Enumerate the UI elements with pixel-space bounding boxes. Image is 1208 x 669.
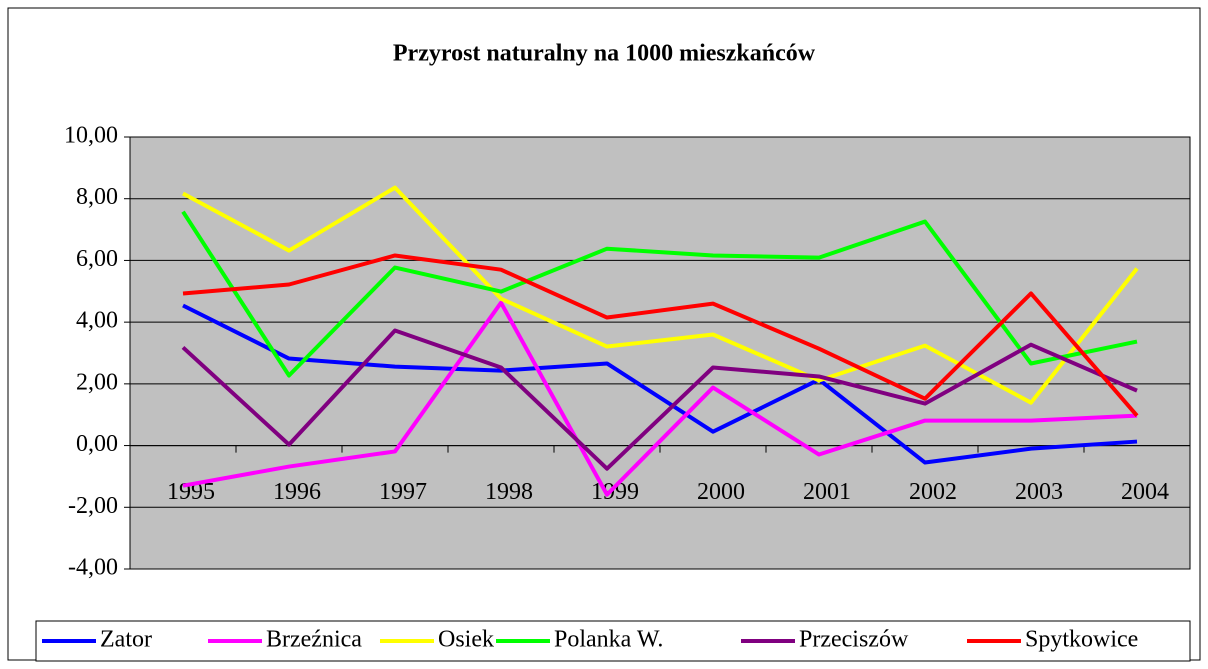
x-tick-label: 2002 [909, 479, 957, 505]
x-tick-label: 2004 [1121, 479, 1169, 505]
legend-label: Brzeźnica [266, 627, 362, 653]
y-tick-label: -2,00 [68, 493, 118, 519]
y-tick-label: 4,00 [76, 308, 118, 334]
series-line [181, 328, 1138, 471]
series-line [182, 300, 1138, 497]
x-tick-label: 2003 [1015, 479, 1063, 505]
x-tick-label: 1996 [273, 479, 321, 505]
x-tick-label: 2001 [803, 479, 851, 505]
x-tick-label: 1999 [591, 479, 639, 505]
y-tick-label: 6,00 [76, 246, 118, 272]
y-tick-label: 2,00 [76, 369, 118, 395]
series-line [182, 303, 1138, 465]
x-tick-label: 1997 [379, 479, 427, 505]
y-tick-label: -4,00 [68, 555, 118, 581]
y-tick-label: 8,00 [76, 184, 118, 210]
series-line [182, 253, 1139, 417]
series-line [181, 210, 1138, 378]
legend-label: Polanka W. [554, 627, 663, 653]
legend-label: Spytkowice [1025, 627, 1138, 653]
legend-label: Przeciszów [799, 627, 909, 653]
x-tick-label: 1998 [485, 479, 533, 505]
y-tick-label: 0,00 [76, 431, 118, 457]
legend-label: Osiek [438, 627, 494, 653]
y-tick-label: 10,00 [64, 123, 118, 149]
x-tick-label: 2000 [697, 479, 745, 505]
chart-title: Przyrost naturalny na 1000 mieszkańców [393, 41, 816, 67]
legend-label: Zator [100, 627, 152, 653]
